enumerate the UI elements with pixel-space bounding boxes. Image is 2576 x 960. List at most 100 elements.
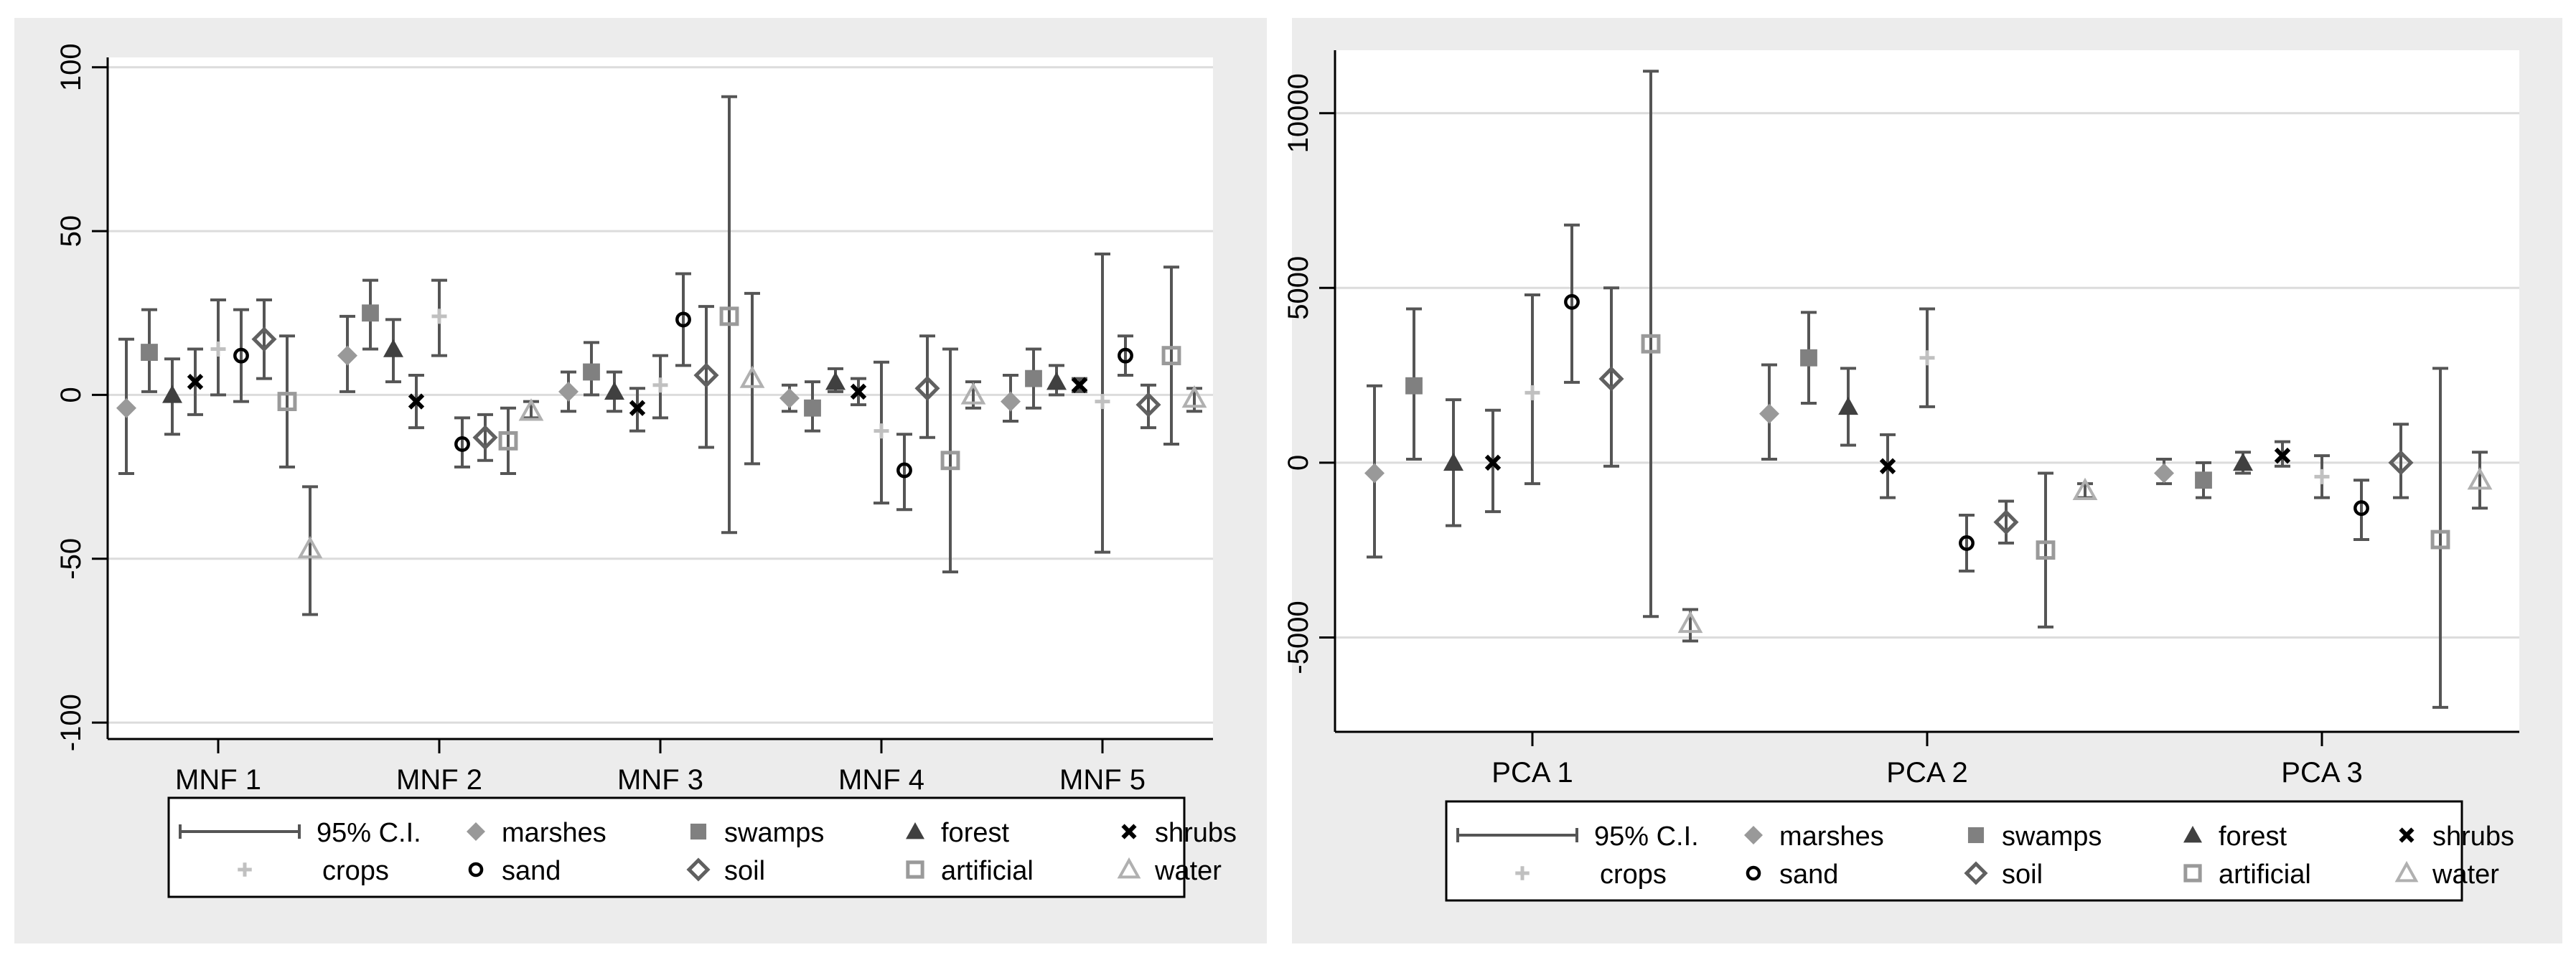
x-tick-label: PCA 3 bbox=[2281, 757, 2362, 789]
marker-artificial bbox=[719, 306, 739, 326]
ci-bar-soil bbox=[1998, 499, 2014, 545]
legend-marker-soil bbox=[686, 857, 711, 882]
marker-water bbox=[2072, 477, 2098, 501]
y-tick-label: -5000 bbox=[1283, 601, 1314, 674]
marker-water bbox=[1677, 610, 1703, 634]
marker-sand bbox=[896, 462, 912, 479]
ci-bar-sand bbox=[454, 416, 470, 469]
legend-label-water: water bbox=[2432, 860, 2499, 890]
marker-swamps bbox=[1025, 370, 1042, 387]
ci-bar-artificial bbox=[500, 406, 516, 476]
marker-swamps bbox=[1800, 349, 1817, 367]
ci-bar-artificial bbox=[2432, 367, 2448, 709]
marker-crops bbox=[652, 377, 668, 393]
marker-artificial bbox=[940, 451, 960, 471]
marker-shrubs bbox=[850, 383, 867, 400]
marker-crops bbox=[1524, 385, 1540, 400]
legend-marker-crops bbox=[238, 862, 252, 877]
legend-label-marshes: marshes bbox=[1779, 822, 1884, 852]
ci-bar-soil bbox=[919, 334, 935, 439]
marker-forest bbox=[604, 381, 624, 400]
marker-shrubs bbox=[187, 373, 204, 390]
marker-shrubs bbox=[629, 400, 646, 416]
marker-sand bbox=[675, 311, 691, 328]
legend-ci-label: 95% C.I. bbox=[1594, 822, 1699, 852]
ci-bar-water bbox=[302, 485, 318, 616]
legend-marker-water bbox=[1117, 857, 1141, 879]
ci-bar-water bbox=[744, 291, 760, 466]
x-tick-label: MNF 3 bbox=[617, 764, 703, 796]
marker-marshes bbox=[337, 345, 357, 366]
marker-sand bbox=[2353, 500, 2369, 517]
marker-crops bbox=[210, 341, 226, 357]
marker-marshes bbox=[2154, 463, 2174, 484]
y-tick-label: 100 bbox=[55, 43, 87, 91]
legend-marker-swamps bbox=[690, 823, 707, 840]
marker-forest bbox=[1838, 396, 1858, 415]
legend-marker-crops bbox=[1515, 866, 1530, 880]
legend-marker-sand bbox=[1746, 865, 1761, 881]
marker-sand bbox=[1959, 535, 1975, 551]
legend-marker-water bbox=[2394, 860, 2419, 883]
legend-marker-artificial bbox=[906, 860, 924, 879]
marker-shrubs bbox=[1879, 458, 1896, 474]
legend-label-sand: sand bbox=[1779, 860, 1838, 890]
legend-label-shrubs: shrubs bbox=[2432, 822, 2514, 852]
legend-box bbox=[1445, 800, 2463, 902]
x-tick-label: PCA 2 bbox=[1886, 757, 1967, 789]
legend-ci-label: 95% C.I. bbox=[317, 818, 421, 848]
ci-bar-soil bbox=[477, 413, 493, 462]
ci-bar-soil bbox=[256, 298, 272, 380]
ci-bar-soil bbox=[698, 305, 714, 449]
legend-label-artificial: artificial bbox=[941, 856, 1034, 886]
marker-forest bbox=[1443, 452, 1463, 471]
marker-forest bbox=[1046, 372, 1067, 390]
legend-marker-marshes bbox=[467, 822, 485, 841]
marker-sand bbox=[1564, 293, 1580, 310]
legend-marker-shrubs bbox=[1121, 824, 1137, 839]
marker-sand bbox=[454, 436, 470, 452]
ci-bar-sand bbox=[1959, 513, 1975, 573]
marker-soil bbox=[1135, 392, 1161, 418]
marker-water bbox=[739, 365, 765, 388]
ci-bar-artificial bbox=[279, 334, 295, 469]
ci-bar-artificial bbox=[1643, 70, 1659, 618]
marker-water bbox=[297, 535, 323, 559]
marker-marshes bbox=[1001, 391, 1021, 412]
marker-crops bbox=[1095, 394, 1110, 410]
marker-soil bbox=[472, 425, 498, 451]
marker-soil bbox=[1993, 509, 2019, 535]
marker-marshes bbox=[116, 397, 136, 418]
marker-swamps bbox=[1405, 377, 1423, 395]
marker-swamps bbox=[804, 399, 821, 417]
marker-water bbox=[960, 382, 986, 405]
marker-forest bbox=[383, 339, 403, 357]
y-tick-label: -50 bbox=[55, 538, 87, 580]
ci-bar-sand bbox=[675, 272, 691, 367]
marker-shrubs bbox=[2274, 447, 2291, 464]
legend-marker-soil bbox=[1964, 861, 1988, 885]
marker-water bbox=[2467, 467, 2493, 490]
legend-marker-artificial bbox=[2183, 864, 2202, 883]
ci-bar-water bbox=[2472, 451, 2488, 510]
legend-label-water: water bbox=[1154, 856, 1222, 886]
legend-marker-marshes bbox=[1744, 826, 1763, 844]
x-tick-label: MNF 1 bbox=[175, 764, 261, 796]
ci-bar-soil bbox=[1603, 286, 1619, 468]
marker-marshes bbox=[558, 381, 579, 402]
x-tick-label: PCA 1 bbox=[1491, 757, 1573, 789]
marker-forest bbox=[162, 385, 182, 403]
legend-marker-shrubs bbox=[2399, 827, 2415, 843]
legend-box bbox=[167, 796, 1186, 898]
legend-label-soil: soil bbox=[724, 856, 765, 886]
marker-marshes bbox=[1364, 463, 1385, 484]
marker-soil bbox=[251, 326, 277, 352]
legend-label-swamps: swamps bbox=[2002, 822, 2102, 852]
legend-label-swamps: swamps bbox=[724, 818, 824, 848]
ci-bar-soil bbox=[2393, 423, 2409, 499]
ci-bar-sand bbox=[1118, 334, 1133, 377]
marker-artificial bbox=[2036, 540, 2056, 560]
x-tick-label: MNF 5 bbox=[1059, 764, 1146, 796]
